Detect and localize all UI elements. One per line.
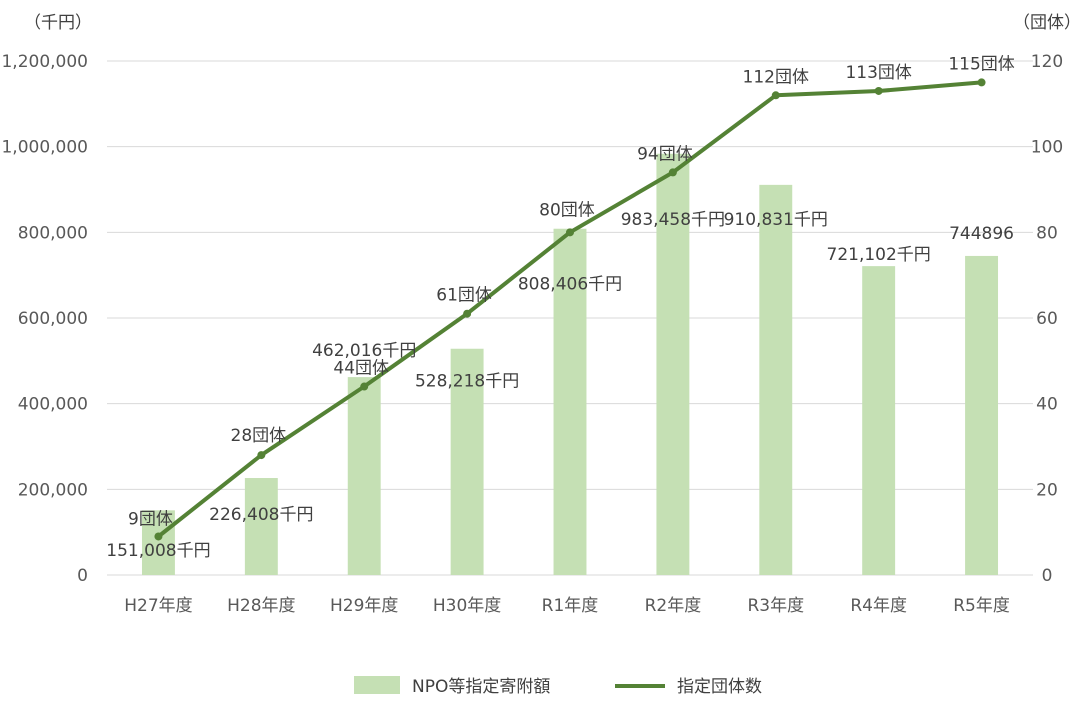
- x-tick-label: R3年度: [747, 596, 804, 616]
- y-left-tick-label: 0: [77, 566, 88, 586]
- line-point: [463, 309, 472, 318]
- y-right-tick-label: 40: [1036, 395, 1058, 415]
- right-axis-unit: （団体）: [1013, 13, 1081, 33]
- y-right-tick-label: 0: [1042, 566, 1053, 586]
- bar-data-label: 983,458千円: [621, 210, 725, 230]
- x-tick-label: H29年度: [330, 596, 398, 616]
- line-point: [566, 228, 574, 237]
- bar-series: [141, 153, 999, 576]
- y-right-tick-label: 20: [1036, 480, 1058, 500]
- left-axis-unit: （千円）: [24, 13, 92, 33]
- line-data-label: 80団体: [539, 200, 595, 220]
- line-data-label: 115団体: [948, 54, 1014, 74]
- bar: [553, 228, 587, 575]
- bar: [656, 153, 690, 576]
- line-data-label: 94団体: [637, 144, 693, 164]
- y-left-tick-label: 200,000: [18, 480, 88, 500]
- x-tick-label: R1年度: [542, 596, 599, 616]
- bar-data-label: 808,406千円: [518, 275, 622, 295]
- legend-label-line: 指定団体数: [677, 677, 762, 697]
- line-point: [874, 86, 883, 95]
- bar: [450, 348, 484, 575]
- x-tick-label: R5年度: [953, 596, 1010, 616]
- line-point: [668, 168, 677, 177]
- legend: NPO等指定寄附額 指定団体数: [354, 676, 762, 697]
- bar: [862, 266, 896, 575]
- line-data-label: 28団体: [231, 426, 287, 446]
- bar: [347, 377, 381, 575]
- y-right-tick-label: 100: [1031, 138, 1063, 158]
- line-point: [977, 78, 986, 87]
- line-data-label: 112団体: [743, 67, 809, 87]
- y-left-tick-label: 600,000: [18, 309, 88, 329]
- y-left-tick-label: 1,000,000: [1, 138, 88, 158]
- bar-data-label: 910,831千円: [724, 210, 828, 230]
- x-tick-label: H28年度: [227, 596, 295, 616]
- bar: [759, 184, 793, 575]
- legend-swatch-bar: [354, 676, 400, 694]
- line-point: [154, 532, 163, 541]
- bar-data-label: 528,218千円: [415, 372, 519, 392]
- line-data-label: 44団体: [333, 359, 389, 379]
- y-right-tick-label: 120: [1031, 52, 1063, 72]
- y-left-tick-label: 800,000: [18, 223, 88, 243]
- legend-label-bar: NPO等指定寄附額: [412, 677, 550, 697]
- y-right-tick-label: 60: [1036, 309, 1058, 329]
- y-right-tick-label: 80: [1036, 223, 1058, 243]
- bar: [244, 478, 278, 575]
- line-data-label: 61団体: [436, 286, 492, 306]
- line-point: [360, 382, 369, 391]
- bar-data-label: 744896: [949, 224, 1014, 244]
- bar-data-label: 721,102千円: [827, 245, 931, 265]
- x-tick-label: R4年度: [850, 596, 907, 616]
- line-point: [771, 91, 780, 100]
- line-data-label: 113団体: [845, 63, 911, 83]
- y-left-tick-label: 1,200,000: [1, 52, 88, 72]
- x-tick-label: H27年度: [124, 596, 192, 616]
- bar: [965, 255, 999, 575]
- axis-ticks: 0 0 200,000 20 400,000 40 600,000 60 800,000 80 1,…: [1, 52, 1063, 616]
- x-tick-label: H30年度: [433, 596, 501, 616]
- bar-data-label: 462,016千円: [312, 341, 416, 361]
- line-point: [257, 451, 266, 460]
- line-data-label: 9団体: [128, 509, 173, 529]
- bar-data-label: 151,008千円: [106, 541, 210, 561]
- data-labels: 151,008千円 226,408千円 462,016千円 528,218千円 808,…: [106, 54, 1014, 561]
- line-series: [154, 78, 986, 541]
- y-left-tick-label: 400,000: [18, 395, 88, 415]
- bar-data-label: 226,408千円: [209, 505, 313, 525]
- bar: [141, 510, 175, 575]
- x-tick-label: R2年度: [645, 596, 702, 616]
